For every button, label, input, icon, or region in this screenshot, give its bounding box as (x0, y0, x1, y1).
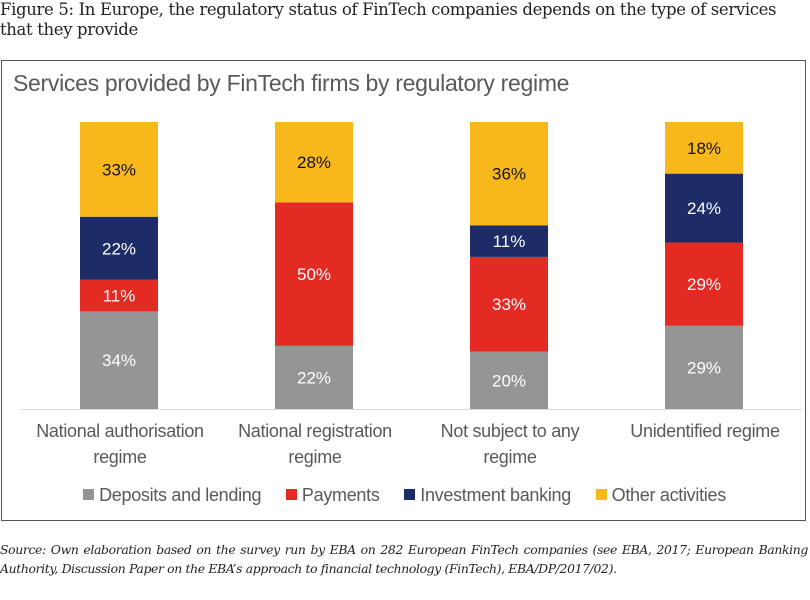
data-label: 22% (297, 368, 331, 387)
data-label: 34% (102, 351, 136, 370)
chart-title: Services provided by FinTech firms by re… (13, 70, 570, 96)
category-label: Not subject to any regime (440, 421, 580, 467)
bar-segment (80, 216, 158, 280)
legend-label: Investment banking (420, 485, 571, 505)
legend-swatch (404, 489, 416, 500)
bar-segment (470, 122, 548, 226)
data-label: 29% (687, 275, 721, 294)
category-label: National authorisation regime (36, 421, 204, 467)
chart-legend: Deposits and lending Payments Investment… (2, 485, 807, 506)
bar-segment (665, 173, 743, 243)
legend-label: Payments (301, 485, 380, 505)
category-label: Unidentified regime (630, 421, 780, 441)
legend-swatch (285, 489, 297, 500)
stacked-bar-plot: 34% 11% 22% 33% 22% 50% 28% 20% 33% 11% 36% 29% 29% 2… (21, 122, 802, 410)
data-label: 24% (687, 199, 721, 218)
chart-container: Services provided by FinTech firms by re… (1, 60, 806, 521)
legend-item-investment-banking: Investment banking (404, 485, 571, 506)
bar-segment (80, 122, 158, 217)
data-label: 20% (492, 371, 526, 390)
category-label: National registration regime (238, 421, 392, 467)
legend-label: Deposits and lending (99, 485, 262, 505)
data-label: 33% (102, 160, 136, 179)
data-label: 28% (297, 153, 331, 172)
bar-segment (275, 122, 353, 203)
bar-segment (470, 351, 548, 409)
bar-segment (665, 122, 743, 174)
data-label: 29% (687, 358, 721, 377)
figure-caption: Figure 5: In Europe, the regulatory stat… (0, 0, 777, 39)
bar-segment (275, 202, 353, 346)
bar-segment (665, 325, 743, 409)
data-label: 11% (493, 232, 526, 251)
figure-source-note: Source: Own elaboration based on the sur… (0, 542, 808, 576)
data-label: 11% (103, 287, 136, 306)
data-label: 22% (102, 239, 136, 258)
data-label: 36% (492, 165, 526, 184)
legend-swatch (595, 489, 607, 500)
data-label: 50% (297, 265, 331, 284)
legend-swatch (83, 489, 95, 500)
data-label: 33% (492, 295, 526, 314)
bar-segment (470, 256, 548, 352)
bar-segment (470, 225, 548, 257)
bar-segment (665, 242, 743, 326)
bar-segment (275, 345, 353, 409)
bar-segment (80, 279, 158, 312)
legend-item-deposits-and-lending: Deposits and lending (83, 485, 262, 506)
bar-segment (80, 311, 158, 409)
legend-item-payments: Payments (285, 485, 380, 506)
data-label: 18% (687, 139, 721, 158)
legend-item-other-activities: Other activities (595, 485, 727, 506)
legend-label: Other activities (611, 485, 727, 505)
